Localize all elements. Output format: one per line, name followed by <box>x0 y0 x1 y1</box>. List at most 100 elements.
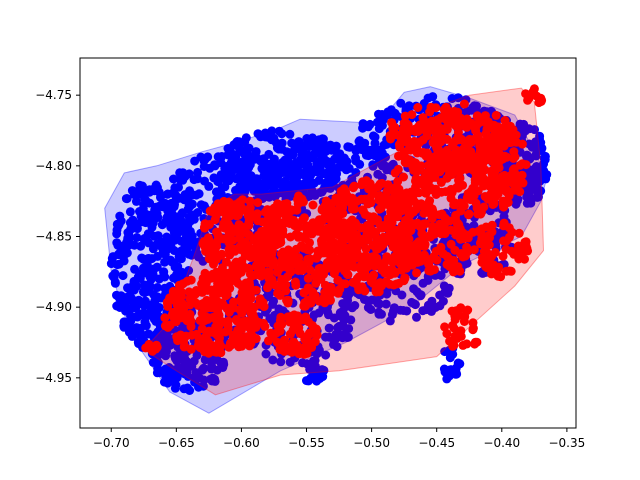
data-point <box>179 337 189 347</box>
data-point <box>174 182 183 192</box>
data-point <box>414 220 423 229</box>
data-point <box>267 135 277 145</box>
data-point <box>377 309 386 319</box>
x-tick-label: −0.55 <box>288 436 325 450</box>
data-point <box>245 203 255 213</box>
data-point <box>362 229 372 239</box>
data-point <box>322 258 332 267</box>
data-point <box>468 193 477 203</box>
data-point <box>470 339 480 349</box>
data-point <box>278 262 288 272</box>
data-point <box>442 374 452 384</box>
data-point <box>283 295 293 305</box>
data-point <box>500 116 510 125</box>
data-point <box>450 200 460 210</box>
x-tick-label: −0.50 <box>353 436 390 450</box>
data-point <box>152 212 162 222</box>
data-point <box>418 113 428 123</box>
data-point <box>318 248 328 258</box>
data-point <box>375 220 385 230</box>
data-point <box>164 218 174 227</box>
data-point <box>419 99 429 108</box>
data-point <box>396 98 406 108</box>
data-point <box>264 149 274 159</box>
data-point <box>300 233 310 243</box>
data-point <box>451 121 461 131</box>
data-point <box>216 341 226 351</box>
data-point <box>280 181 290 191</box>
data-point <box>342 269 352 279</box>
data-point <box>418 306 428 316</box>
data-point <box>313 367 323 377</box>
data-point <box>124 241 133 250</box>
data-point <box>130 264 140 274</box>
data-point <box>195 343 205 353</box>
data-point <box>239 320 249 330</box>
data-point <box>122 194 132 204</box>
data-point <box>456 331 466 341</box>
x-tick-label: −0.65 <box>158 436 195 450</box>
data-point <box>187 231 197 241</box>
data-point <box>326 295 335 305</box>
data-point <box>133 189 143 199</box>
data-point <box>453 107 463 117</box>
data-point <box>221 268 230 278</box>
data-point <box>113 240 123 250</box>
data-point <box>462 242 472 252</box>
data-point <box>288 325 298 335</box>
y-tick-label: −4.85 <box>35 229 72 243</box>
data-point <box>176 268 186 278</box>
data-point <box>442 329 452 339</box>
data-point <box>298 197 308 207</box>
data-point <box>366 198 376 208</box>
data-point <box>296 241 306 251</box>
data-point <box>528 87 538 97</box>
data-point <box>134 339 144 349</box>
data-point <box>319 169 329 179</box>
data-point <box>303 331 313 341</box>
data-point <box>498 180 508 190</box>
data-point <box>184 249 194 259</box>
data-point <box>315 140 325 150</box>
data-point <box>518 178 528 188</box>
data-point <box>368 161 378 171</box>
data-point <box>132 281 142 291</box>
data-point <box>501 266 511 276</box>
data-point <box>219 234 229 244</box>
data-point <box>305 191 315 201</box>
data-point <box>338 333 347 343</box>
x-axis: −0.70 −0.65 −0.60 −0.55 −0.50 −0.45 −0.40 −0.35 <box>93 428 585 450</box>
data-point <box>299 213 309 223</box>
data-point <box>419 250 429 260</box>
data-point <box>517 159 527 169</box>
data-point <box>219 222 229 232</box>
data-point <box>125 207 135 217</box>
data-point <box>459 99 469 109</box>
data-point <box>464 210 473 220</box>
data-point <box>235 197 245 207</box>
data-point <box>382 252 392 262</box>
data-point <box>261 349 271 359</box>
data-point <box>404 101 414 111</box>
data-point <box>204 326 214 336</box>
data-point <box>469 101 479 111</box>
data-point <box>174 218 183 228</box>
data-point <box>212 227 222 237</box>
data-point <box>304 174 314 183</box>
data-point <box>366 253 376 263</box>
data-point <box>198 279 208 289</box>
data-point <box>298 358 307 368</box>
data-point <box>307 321 317 330</box>
data-point <box>206 273 216 283</box>
data-point <box>426 266 436 276</box>
data-point <box>253 198 263 208</box>
data-point <box>143 217 153 227</box>
data-point <box>298 157 308 167</box>
data-point <box>244 158 253 168</box>
data-point <box>241 333 250 343</box>
data-point <box>540 172 550 182</box>
data-point <box>342 157 352 166</box>
data-point <box>361 176 371 186</box>
data-point <box>140 317 150 327</box>
